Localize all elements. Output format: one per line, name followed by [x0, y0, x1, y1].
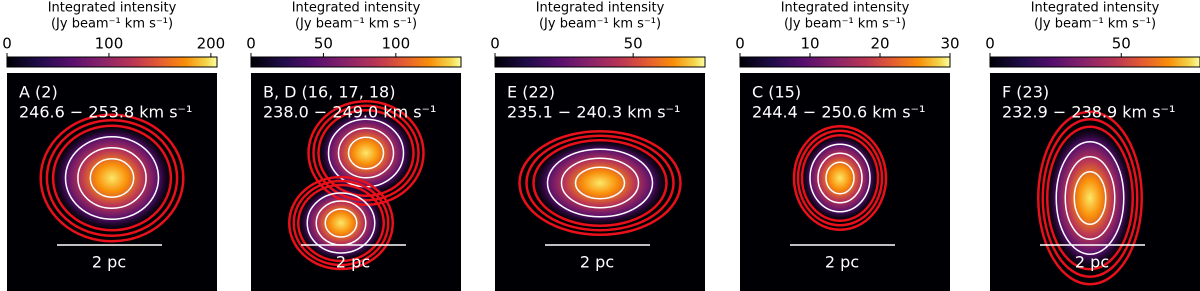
- white-contour: [64, 136, 160, 220]
- colorbar-tick-label: 0: [2, 35, 12, 53]
- velocity-range: 244.4 − 250.6 km s⁻¹: [752, 103, 925, 122]
- colorbar-tick-label: 10: [800, 35, 819, 53]
- colorbar-tick-label: 100: [95, 35, 124, 53]
- red-contour: [307, 100, 425, 206]
- red-contour: [297, 183, 385, 263]
- colorbar-tick-label: 0: [490, 35, 500, 53]
- white-contour: [1055, 141, 1125, 255]
- red-contour: [51, 124, 173, 232]
- red-contour: [39, 113, 185, 243]
- emission: [316, 108, 416, 198]
- red-contour: [796, 129, 884, 227]
- red-contour: [312, 104, 420, 202]
- white-contour: [347, 136, 385, 170]
- white-contour: [77, 147, 147, 209]
- white-contour: [817, 152, 863, 204]
- image: [7, 73, 217, 291]
- red-contour: [1046, 125, 1134, 271]
- emission: [530, 138, 670, 228]
- colorbar-tick-label: 20: [870, 35, 889, 53]
- white-contour: [306, 192, 376, 254]
- image: [990, 73, 1200, 291]
- colorbar-title: Integrated intensity: [292, 1, 421, 16]
- colorbar-tick-label: 30: [940, 35, 959, 53]
- panel: Integrated intensity(Jy beam⁻¹ km s⁻¹) 0 1…: [735, 1, 960, 291]
- panel: Integrated intensity(Jy beam⁻¹ km s⁻¹) 0 1…: [2, 1, 225, 291]
- panel-label: B, D (16, 17, 18): [263, 83, 395, 102]
- colorbar-title: Integrated intensity: [781, 1, 910, 16]
- red-contour: [288, 175, 394, 271]
- scale-bar-label: 2 pc: [825, 253, 859, 272]
- red-contour: [1041, 118, 1139, 278]
- scale-bar-label: 2 pc: [336, 253, 370, 272]
- emission: [296, 183, 386, 263]
- emission: [1045, 123, 1135, 273]
- scale-bar-label: 2 pc: [1075, 253, 1109, 272]
- red-contour: [518, 130, 682, 236]
- colorbar-tick-label: 0: [735, 35, 745, 53]
- colorbar-unit: (Jy beam⁻¹ km s⁻¹): [51, 17, 173, 32]
- colorbar: [494, 56, 706, 68]
- colorbar-title: Integrated intensity: [1031, 1, 1160, 16]
- red-contour: [532, 139, 668, 227]
- red-contour: [525, 134, 675, 232]
- emission: [50, 123, 174, 233]
- colorbar-tick-label: 50: [624, 35, 643, 53]
- colorbar-title: Integrated intensity: [536, 1, 665, 16]
- panel: Integrated intensity(Jy beam⁻¹ km s⁻¹) 0 5…: [246, 1, 462, 291]
- scale-bar-label: 2 pc: [92, 253, 126, 272]
- white-contour: [324, 208, 358, 238]
- colorbar-tick-label: 200: [197, 35, 226, 53]
- image: [251, 73, 461, 291]
- velocity-range: 246.6 − 253.8 km s⁻¹: [19, 103, 192, 122]
- velocity-range: 238.0 − 249.0 km s⁻¹: [263, 103, 436, 122]
- white-contour: [1073, 171, 1107, 225]
- velocity-range: 232.9 − 238.9 km s⁻¹: [1002, 103, 1175, 122]
- white-contour: [89, 158, 135, 198]
- panel-label: F (23): [1002, 83, 1049, 102]
- scale-bar-label: 2 pc: [580, 253, 614, 272]
- image: [495, 73, 705, 291]
- colorbar: [6, 56, 218, 68]
- red-contour: [1037, 110, 1143, 286]
- colorbar-unit: (Jy beam⁻¹ km s⁻¹): [784, 17, 906, 32]
- white-contour: [574, 166, 626, 200]
- colorbar: [739, 56, 951, 68]
- colorbar-tick-label: 50: [1112, 35, 1131, 53]
- panel-label: E (22): [507, 83, 555, 102]
- colorbar-tick-label: 50: [314, 35, 333, 53]
- colorbar-unit: (Jy beam⁻¹ km s⁻¹): [295, 17, 417, 32]
- colorbar-unit: (Jy beam⁻¹ km s⁻¹): [539, 17, 661, 32]
- red-contour: [800, 134, 880, 222]
- colorbar-tick-label: 0: [985, 35, 995, 53]
- white-contour: [546, 148, 654, 218]
- velocity-range: 235.1 − 240.3 km s⁻¹: [507, 103, 680, 122]
- colorbar-tick-label: 0: [246, 35, 256, 53]
- colorbar: [989, 56, 1200, 68]
- panel-label: A (2): [19, 83, 58, 102]
- emission: [800, 133, 880, 223]
- colorbar: [250, 56, 462, 68]
- white-contour: [337, 127, 395, 179]
- red-contour: [45, 119, 179, 237]
- colorbar-title: Integrated intensity: [48, 1, 177, 16]
- image: [740, 73, 950, 291]
- red-contour: [317, 109, 415, 197]
- colorbar-unit: (Jy beam⁻¹ km s⁻¹): [1034, 17, 1156, 32]
- white-contour: [1064, 156, 1116, 240]
- panel: Integrated intensity(Jy beam⁻¹ km s⁻¹) 0 5…: [490, 1, 706, 291]
- panel-label: C (15): [752, 83, 801, 102]
- white-contour: [825, 161, 855, 195]
- red-contour: [292, 179, 390, 267]
- white-contour: [560, 157, 640, 209]
- colorbar-tick-label: 100: [382, 35, 411, 53]
- white-contour: [809, 143, 871, 213]
- red-contour: [792, 125, 888, 231]
- panel: Integrated intensity(Jy beam⁻¹ km s⁻¹) 0 5…: [985, 1, 1200, 291]
